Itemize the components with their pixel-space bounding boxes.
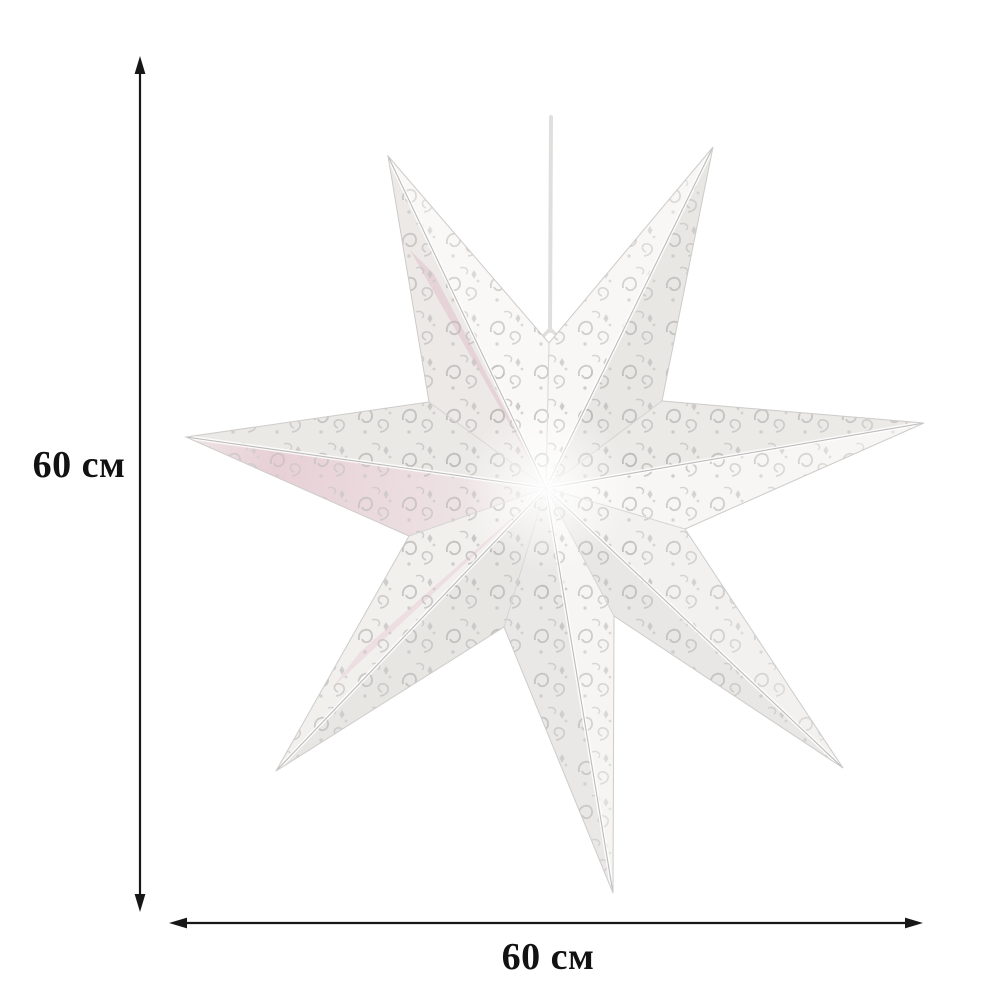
center-highlight xyxy=(461,403,631,573)
star-outline xyxy=(184,146,925,894)
hanging-cord xyxy=(533,115,568,347)
filigree-accent xyxy=(504,488,613,893)
down-arrowhead-icon xyxy=(134,894,146,912)
width-dimension-label: 60 см xyxy=(501,936,595,978)
height-dimension-label: 60 см xyxy=(32,444,126,486)
horizontal-dimension-arrow xyxy=(169,917,923,929)
filigree-accent xyxy=(546,401,924,488)
right-arrowhead-icon xyxy=(905,917,923,929)
paper-star xyxy=(184,145,926,895)
up-arrowhead-icon xyxy=(134,56,146,74)
cord-line xyxy=(548,115,553,333)
vertical-dimension-arrow xyxy=(134,56,146,912)
left-arrowhead-icon xyxy=(169,917,187,929)
filigree-accent xyxy=(186,402,546,488)
